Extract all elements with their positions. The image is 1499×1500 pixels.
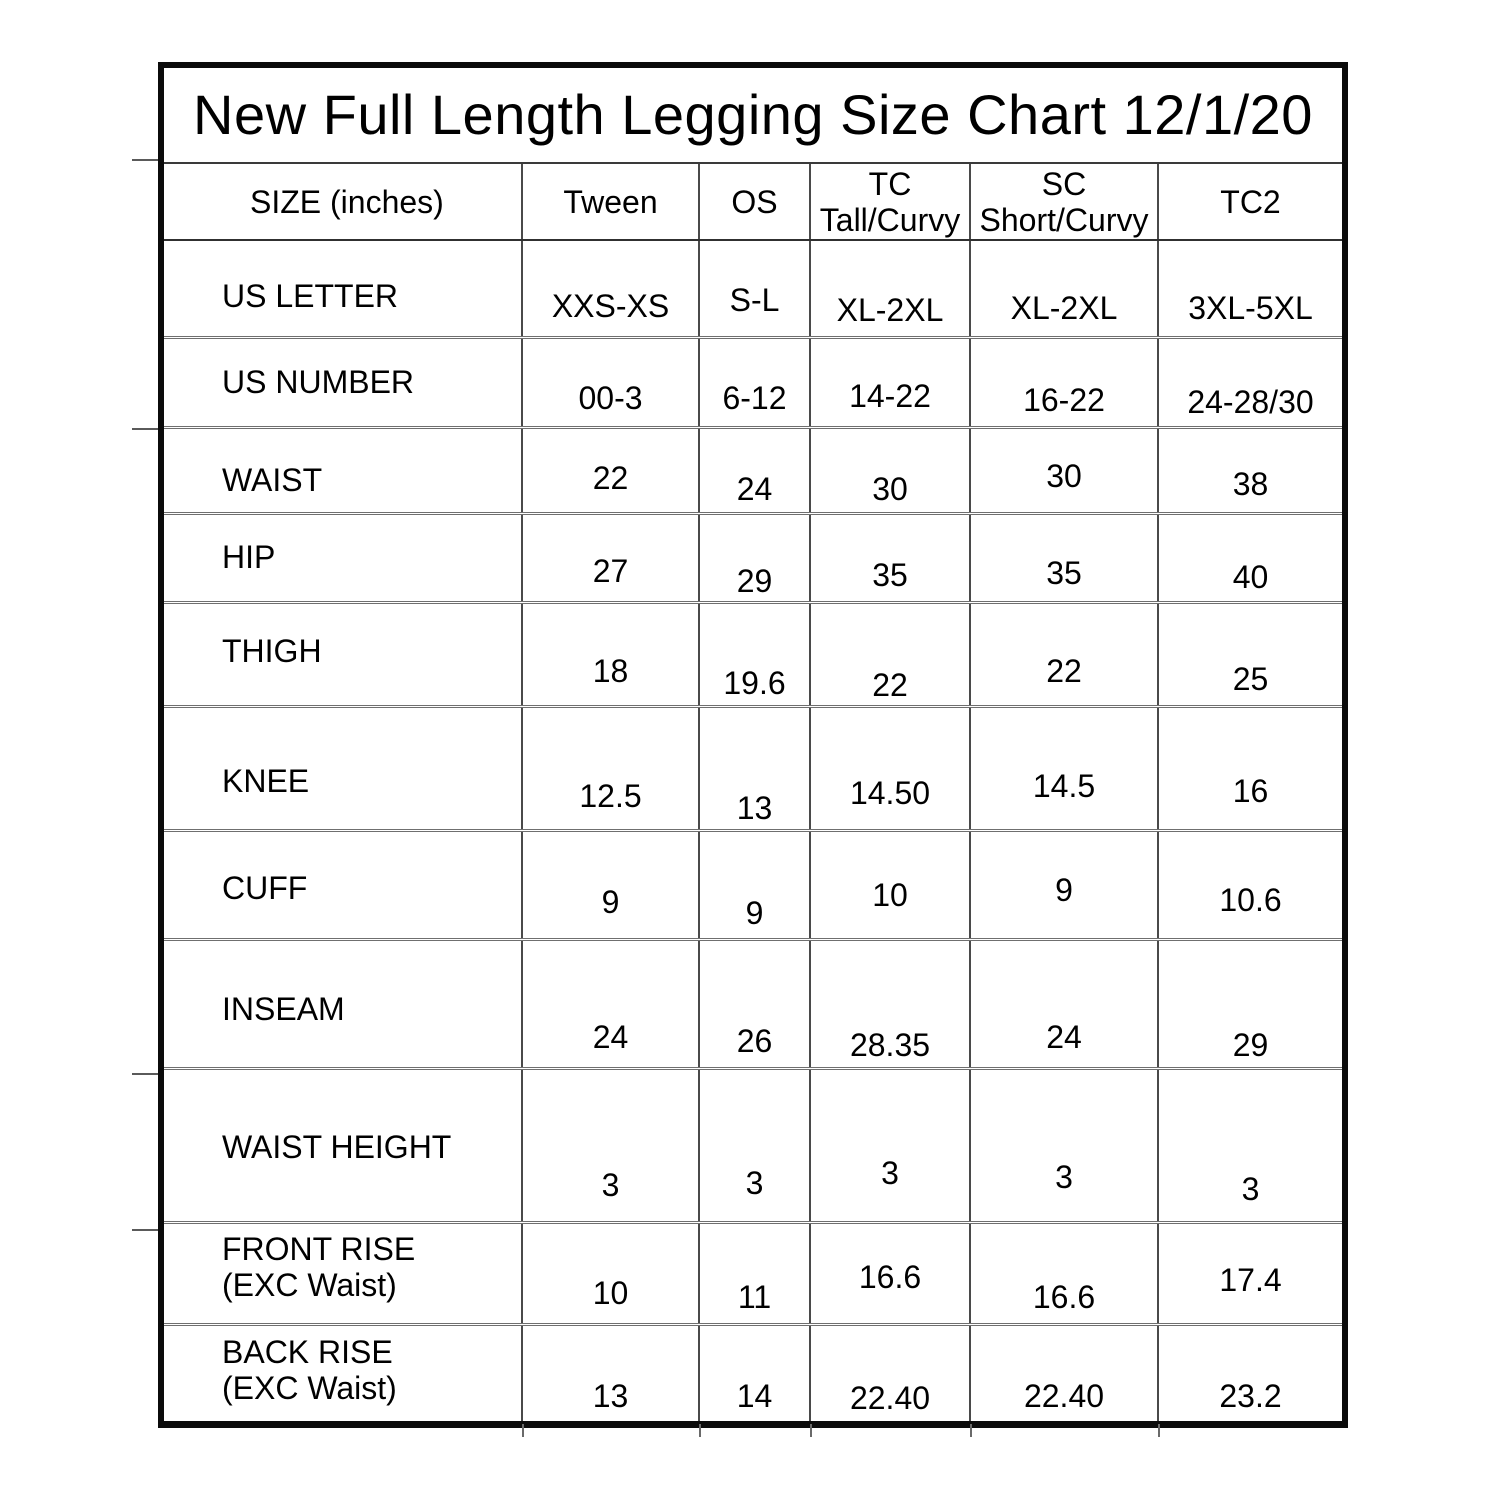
value-cell: 40 <box>1157 511 1342 602</box>
row-label-cell: US NUMBER <box>164 335 522 427</box>
column-header-cell: SC Short/Curvy <box>969 164 1158 241</box>
value-cell: 9 <box>521 828 699 939</box>
value-cell: 28.35 <box>809 937 970 1068</box>
table-row: HIP 27 29 35 35 40 <box>164 511 1342 602</box>
value-cell: 16 <box>1157 704 1342 830</box>
value-cell: 3 <box>698 1066 810 1222</box>
value-cell: 30 <box>969 425 1158 513</box>
row-line-tick <box>132 1229 158 1231</box>
table-row: BACK RISE (EXC Waist) 13 14 22.40 22.40 23.2 <box>164 1322 1342 1421</box>
size-chart-frame: New Full Length Legging Size Chart 12/1/… <box>158 62 1348 1428</box>
row-label-cell: THIGH <box>164 600 522 706</box>
value-cell: 35 <box>969 511 1158 602</box>
value-cell: 13 <box>698 704 810 830</box>
value-cell: 6-12 <box>698 335 810 427</box>
value-cell: 24 <box>698 425 810 513</box>
table-row: WAIST 22 24 30 30 38 <box>164 425 1342 513</box>
value-cell: 14 <box>698 1322 810 1421</box>
chart-title: New Full Length Legging Size Chart 12/1/… <box>164 68 1342 164</box>
value-cell: XL-2XL <box>969 239 1158 337</box>
table-row: US LETTER XXS-XS S-L XL-2XL XL-2XL 3XL-5XL <box>164 239 1342 337</box>
value-cell: 38 <box>1157 425 1342 513</box>
value-cell: 16.6 <box>809 1220 970 1324</box>
value-cell: 24-28/30 <box>1157 335 1342 427</box>
value-cell: 10 <box>521 1220 699 1324</box>
table-row: THIGH 18 19.6 22 22 25 <box>164 600 1342 706</box>
value-cell: 10.6 <box>1157 828 1342 939</box>
row-label-cell: BACK RISE (EXC Waist) <box>164 1322 522 1421</box>
value-cell: 19.6 <box>698 600 810 706</box>
value-cell: 22 <box>969 600 1158 706</box>
value-cell: 24 <box>969 937 1158 1068</box>
table-row: KNEE 12.5 13 14.50 14.5 16 <box>164 704 1342 830</box>
row-label-cell: WAIST HEIGHT <box>164 1066 522 1222</box>
value-cell: 22.40 <box>969 1322 1158 1421</box>
table-row: FRONT RISE (EXC Waist) 10 11 16.6 16.6 17.4 <box>164 1220 1342 1324</box>
column-line-tick <box>970 1424 972 1437</box>
value-cell: 00-3 <box>521 335 699 427</box>
row-label-cell: US LETTER <box>164 239 522 337</box>
value-cell: 22 <box>521 425 699 513</box>
column-header-cell: OS <box>698 164 810 241</box>
value-cell: 3 <box>809 1066 970 1222</box>
column-line-tick <box>810 1424 812 1437</box>
column-header-cell: Tween <box>521 164 699 241</box>
row-label-cell: HIP <box>164 511 522 602</box>
size-table-body: US LETTER XXS-XS S-L XL-2XL XL-2XL 3XL-5XL US … <box>164 239 1342 1421</box>
value-cell: 35 <box>809 511 970 602</box>
value-cell: 3 <box>969 1066 1158 1222</box>
row-label-cell: WAIST <box>164 425 522 513</box>
value-cell: 24 <box>521 937 699 1068</box>
size-header-cell: SIZE (inches) <box>164 164 522 241</box>
size-table: SIZE (inches) Tween OS TC Tall/Curvy SC Shor… <box>164 164 1342 1421</box>
table-row: INSEAM 24 26 28.35 24 29 <box>164 937 1342 1068</box>
value-cell: 25 <box>1157 600 1342 706</box>
row-label-cell: FRONT RISE (EXC Waist) <box>164 1220 522 1324</box>
value-cell: 16.6 <box>969 1220 1158 1324</box>
row-line-tick <box>132 159 158 161</box>
column-header-cell: TC2 <box>1157 164 1342 241</box>
value-cell: 22.40 <box>809 1322 970 1421</box>
value-cell: 26 <box>698 937 810 1068</box>
value-cell: 30 <box>809 425 970 513</box>
value-cell: 9 <box>969 828 1158 939</box>
column-line-tick <box>522 1424 524 1437</box>
table-row: CUFF 9 9 10 9 10.6 <box>164 828 1342 939</box>
table-row: WAIST HEIGHT 3 3 3 3 3 <box>164 1066 1342 1222</box>
value-cell: 3 <box>521 1066 699 1222</box>
row-label-cell: CUFF <box>164 828 522 939</box>
row-label-cell: INSEAM <box>164 937 522 1068</box>
row-line-tick <box>132 1073 158 1075</box>
value-cell: 29 <box>698 511 810 602</box>
column-header-cell: TC Tall/Curvy <box>809 164 970 241</box>
value-cell: 17.4 <box>1157 1220 1342 1324</box>
value-cell: 9 <box>698 828 810 939</box>
value-cell: 12.5 <box>521 704 699 830</box>
value-cell: 10 <box>809 828 970 939</box>
value-cell: XXS-XS <box>521 239 699 337</box>
value-cell: 14.5 <box>969 704 1158 830</box>
value-cell: 13 <box>521 1322 699 1421</box>
value-cell: 11 <box>698 1220 810 1324</box>
value-cell: S-L <box>698 239 810 337</box>
value-cell: 3XL-5XL <box>1157 239 1342 337</box>
value-cell: 23.2 <box>1157 1322 1342 1421</box>
row-line-tick <box>132 428 158 430</box>
value-cell: 18 <box>521 600 699 706</box>
value-cell: 14.50 <box>809 704 970 830</box>
value-cell: 14-22 <box>809 335 970 427</box>
row-label-cell: KNEE <box>164 704 522 830</box>
column-line-tick <box>1158 1424 1160 1437</box>
value-cell: 16-22 <box>969 335 1158 427</box>
value-cell: 27 <box>521 511 699 602</box>
column-line-tick <box>699 1424 701 1437</box>
value-cell: 3 <box>1157 1066 1342 1222</box>
header-row: SIZE (inches) Tween OS TC Tall/Curvy SC Shor… <box>164 164 1342 241</box>
table-row: US NUMBER 00-3 6-12 14-22 16-22 24-28/30 <box>164 335 1342 427</box>
value-cell: XL-2XL <box>809 239 970 337</box>
value-cell: 22 <box>809 600 970 706</box>
value-cell: 29 <box>1157 937 1342 1068</box>
